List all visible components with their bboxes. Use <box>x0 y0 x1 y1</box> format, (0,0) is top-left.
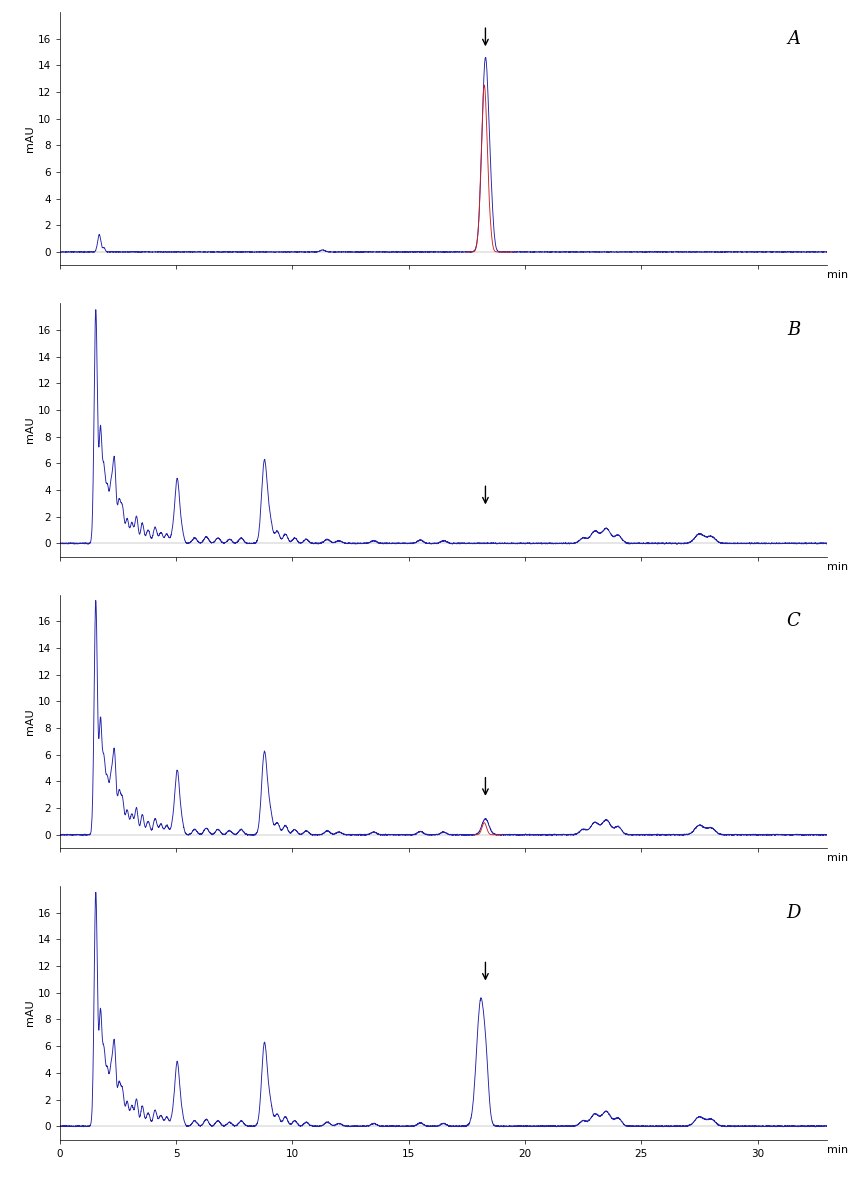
Y-axis label: mAU: mAU <box>25 709 35 735</box>
Y-axis label: mAU: mAU <box>25 126 35 152</box>
Y-axis label: mAU: mAU <box>25 999 35 1026</box>
Text: B: B <box>786 320 799 339</box>
Text: C: C <box>786 612 799 630</box>
Text: min: min <box>826 271 848 280</box>
Text: D: D <box>786 903 799 922</box>
Text: min: min <box>826 1144 848 1155</box>
Text: min: min <box>826 853 848 863</box>
Text: A: A <box>786 30 799 47</box>
Text: min: min <box>826 561 848 572</box>
Y-axis label: mAU: mAU <box>25 417 35 443</box>
